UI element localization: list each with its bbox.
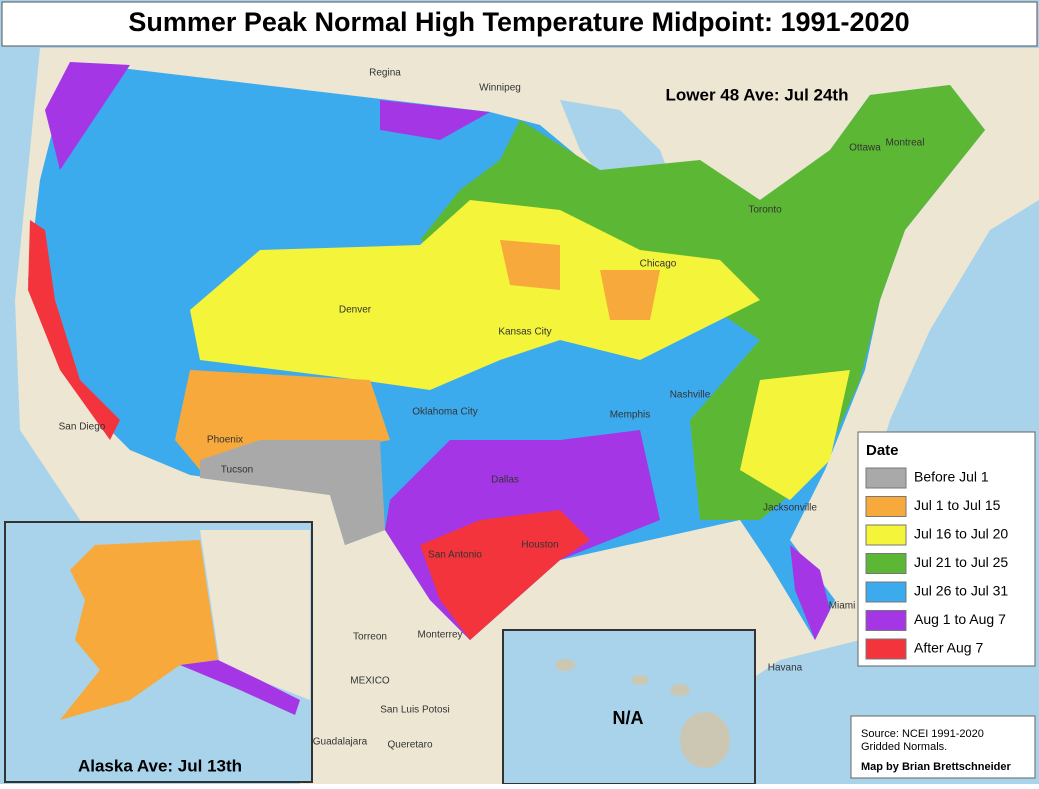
legend-swatch bbox=[865, 610, 907, 631]
legend-label: Jul 1 to Jul 15 bbox=[914, 497, 1001, 513]
region-orange-mid bbox=[500, 240, 660, 320]
place-label: Winnipeg bbox=[479, 83, 521, 94]
place-label: MEXICO bbox=[350, 676, 390, 687]
legend-swatch bbox=[865, 496, 907, 517]
legend-swatch bbox=[865, 553, 907, 574]
map-title: Summer Peak Normal High Temperature Midp… bbox=[128, 7, 909, 37]
region-red-coast bbox=[28, 220, 120, 440]
place-label: Toronto bbox=[748, 205, 782, 216]
region-red bbox=[420, 510, 590, 640]
legend-label: Jul 26 to Jul 31 bbox=[914, 583, 1008, 599]
place-label: San Antonio bbox=[428, 550, 482, 561]
place-label: Regina bbox=[369, 68, 401, 79]
legend-label: Aug 1 to Aug 7 bbox=[914, 611, 1006, 627]
place-label: Dallas bbox=[491, 475, 519, 486]
place-label: San Luis Potosi bbox=[380, 705, 450, 716]
place-label: Houston bbox=[521, 540, 558, 551]
legend-swatch bbox=[865, 467, 907, 489]
place-label: Queretaro bbox=[387, 740, 432, 751]
region-yellow bbox=[190, 200, 760, 390]
legend-label: Jul 21 to Jul 25 bbox=[914, 554, 1008, 570]
legend-title: Date bbox=[866, 442, 899, 459]
legend-label: Jul 16 to Jul 20 bbox=[914, 526, 1008, 542]
place-label: Nashville bbox=[670, 390, 711, 401]
place-labels: Regina Winnipeg Ottawa Montreal Toronto Chica… bbox=[59, 68, 925, 751]
hawaii-islands bbox=[555, 659, 730, 768]
legend-label: After Aug 7 bbox=[914, 640, 983, 656]
source-box bbox=[850, 715, 1036, 779]
region-purple-north bbox=[45, 62, 490, 170]
place-label: Kansas City bbox=[498, 327, 551, 338]
place-label: Chicago bbox=[640, 259, 677, 270]
place-label: Phoenix bbox=[207, 435, 243, 446]
place-label: Denver bbox=[339, 305, 372, 316]
place-label: Montreal bbox=[886, 138, 925, 149]
legend-swatch bbox=[865, 638, 907, 660]
source-line: Source: NCEI 1991-2020 bbox=[861, 728, 984, 740]
place-label: Monterrey bbox=[417, 630, 462, 641]
place-label: Torreon bbox=[353, 632, 387, 643]
legend-label: Before Jul 1 bbox=[914, 469, 989, 485]
title-box bbox=[1, 1, 1038, 47]
place-label: Miami bbox=[829, 601, 856, 612]
place-label: Ottawa bbox=[849, 143, 881, 154]
canada-land bbox=[200, 530, 310, 700]
lower48-average: Lower 48 Ave: Jul 24th bbox=[666, 85, 849, 104]
credit: Map by Brian Brettschneider bbox=[861, 761, 1011, 773]
place-label: Tucson bbox=[221, 465, 253, 476]
alaska-purple bbox=[180, 660, 300, 715]
place-label: San Diego bbox=[59, 422, 106, 433]
region-green bbox=[420, 85, 985, 520]
place-label: Oklahoma City bbox=[412, 407, 478, 418]
legend: Before Jul 1 Jul 1 to Jul 15 Jul 16 to Jul… bbox=[865, 467, 1008, 660]
region-yellow-se bbox=[740, 370, 850, 500]
alaska-orange bbox=[60, 540, 218, 720]
source-line: Gridded Normals. bbox=[861, 741, 947, 753]
place-label: Guadalajara bbox=[313, 737, 368, 748]
legend-swatch bbox=[865, 581, 907, 603]
temperature-regions bbox=[28, 62, 985, 640]
place-label: Havana bbox=[768, 663, 803, 674]
place-label: Jacksonville bbox=[763, 503, 817, 514]
hawaii-note: N/A bbox=[613, 708, 644, 728]
region-purple-fl bbox=[790, 545, 830, 640]
place-label: Memphis bbox=[610, 410, 651, 421]
alaska-average: Alaska Ave: Jul 13th bbox=[78, 756, 242, 775]
legend-swatch bbox=[865, 524, 907, 546]
region-gray bbox=[200, 440, 385, 545]
